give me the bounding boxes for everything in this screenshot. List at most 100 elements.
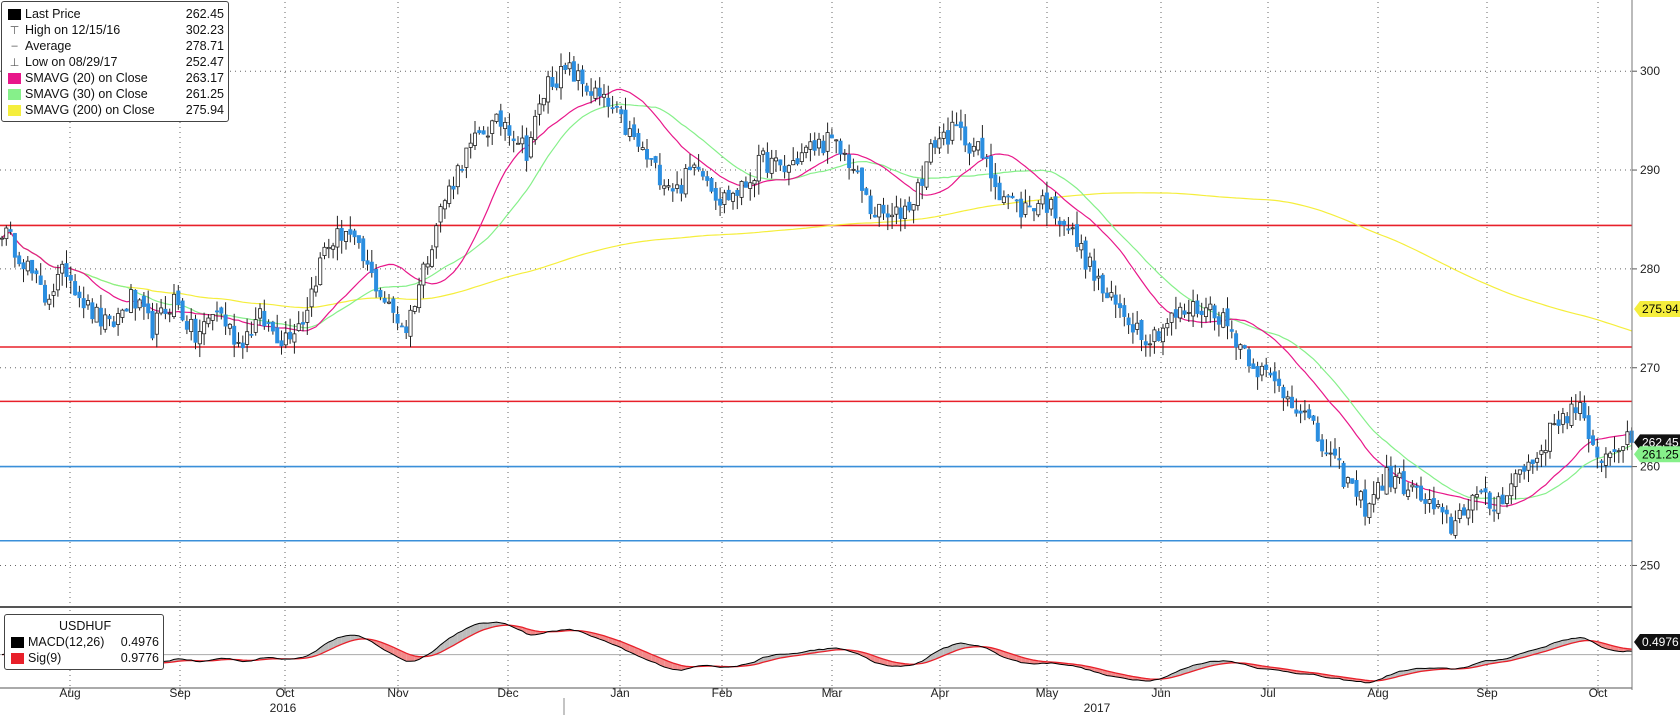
candle [873, 207, 876, 218]
legend-rows: Last Price 262.45 ⊤ High on 12/15/16 302.23–… [6, 6, 224, 118]
candle [387, 294, 390, 304]
candle [762, 148, 765, 163]
candle [1269, 367, 1272, 377]
candle [1243, 345, 1246, 349]
macd-title: USDHUF [9, 618, 159, 634]
candle [1093, 249, 1096, 292]
candle [869, 190, 872, 220]
candle [1548, 423, 1551, 459]
candle [1419, 477, 1422, 502]
macd-axis-value-label: 0.4976 [1634, 634, 1680, 650]
axis-value-label: 261.25 [1634, 446, 1680, 462]
candle [430, 245, 433, 268]
candle [1123, 298, 1126, 327]
sma-20-line [2, 89, 1632, 506]
candle [1536, 452, 1539, 471]
candle [1321, 434, 1324, 457]
candle [508, 113, 511, 145]
candle [327, 239, 330, 258]
candle [1256, 362, 1259, 390]
candle [1407, 482, 1410, 500]
candle [568, 52, 571, 75]
candle [1050, 197, 1053, 216]
candle [903, 199, 906, 229]
signal-series-value: 0.9776 [113, 651, 159, 665]
candle [654, 156, 657, 169]
candle [512, 131, 515, 152]
candle [426, 256, 429, 275]
candle [1450, 513, 1453, 535]
candle [1114, 286, 1117, 319]
candle [1591, 430, 1594, 446]
candle [1312, 415, 1315, 425]
candle [1015, 199, 1018, 212]
candle [443, 199, 446, 219]
candle [18, 252, 21, 267]
legend-series-name: Low on 08/29/17 [25, 55, 178, 69]
y-tick-label: 300 [1640, 64, 1660, 78]
candle [529, 131, 532, 158]
legend-series-value: 275.94 [178, 103, 224, 117]
candle [1617, 448, 1620, 463]
candle [1462, 504, 1465, 515]
candle [301, 312, 304, 332]
candle [1626, 421, 1629, 451]
candle [1523, 464, 1526, 480]
candle [1247, 347, 1250, 373]
candle [108, 314, 111, 326]
legend-series-name: Last Price [25, 7, 178, 21]
candle [577, 64, 580, 91]
legend-row: SMAVG (20) on Close 263.17 [6, 70, 224, 86]
candle [1088, 253, 1091, 272]
candle [164, 296, 167, 319]
candle [1144, 335, 1147, 357]
candle [185, 315, 188, 334]
sma-30-line [2, 104, 1632, 499]
candle [1041, 190, 1044, 210]
usdhuf-price-chart[interactable]: 250260270280290300275.94262.45261.25 0.4… [0, 0, 1680, 715]
candle [594, 81, 597, 102]
signal-line [2, 625, 1632, 681]
candle [1286, 391, 1289, 407]
candle [1514, 469, 1517, 499]
legend-row: SMAVG (200) on Close 275.94 [6, 102, 224, 118]
candle [1497, 492, 1500, 519]
candle [1441, 503, 1444, 524]
candle [504, 117, 507, 140]
date-axis: Aug Sep Oct Nov Dec Jan Feb Mar Apr May Jun Jul Aug S… [0, 686, 1632, 715]
candle [1385, 455, 1388, 495]
year-label: 2016 [270, 701, 297, 715]
candle [35, 269, 38, 284]
candle [78, 286, 81, 308]
candle [289, 319, 292, 344]
candle [1290, 386, 1293, 409]
macd-series-value: 0.4976 [113, 635, 159, 649]
candle [1398, 468, 1401, 484]
candle [602, 84, 605, 107]
candle [564, 63, 567, 74]
candle [319, 252, 322, 286]
y-tick-label: 290 [1640, 163, 1660, 177]
candle [362, 236, 365, 268]
year-label: 2017 [1084, 701, 1111, 715]
candle [1600, 459, 1603, 472]
candle [942, 123, 945, 145]
candle [1518, 469, 1521, 483]
candle [392, 296, 395, 323]
candle [1346, 476, 1349, 487]
candle [641, 142, 644, 151]
candle [82, 287, 85, 318]
candle [306, 297, 309, 335]
candle [1278, 370, 1281, 392]
candle [757, 145, 760, 195]
candle [1157, 328, 1160, 341]
candle [645, 139, 648, 168]
candle [1368, 502, 1371, 523]
candle [486, 127, 489, 147]
candle [624, 98, 627, 136]
candle [878, 204, 881, 227]
candle [280, 330, 283, 354]
candle [439, 204, 442, 233]
candle [676, 171, 679, 193]
candle [843, 149, 846, 161]
